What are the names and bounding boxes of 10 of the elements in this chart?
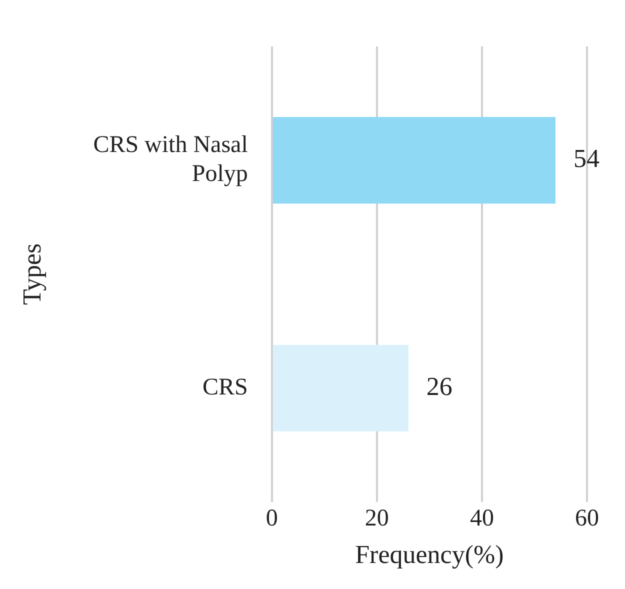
data-label: 54: [573, 144, 600, 174]
x-axis-title: Frequency(%): [355, 540, 504, 570]
x-tick-label: 40: [470, 506, 494, 532]
y-axis-title: Types: [17, 243, 46, 306]
x-tick-label: 20: [364, 506, 389, 532]
y-tick-label: CRS: [202, 374, 248, 400]
x-tick-label: 60: [575, 506, 599, 532]
y-tick-label: CRS with Nasal Polyp: [93, 132, 248, 187]
x-tick-label: 0: [266, 506, 278, 532]
data-label: 26: [426, 372, 452, 401]
